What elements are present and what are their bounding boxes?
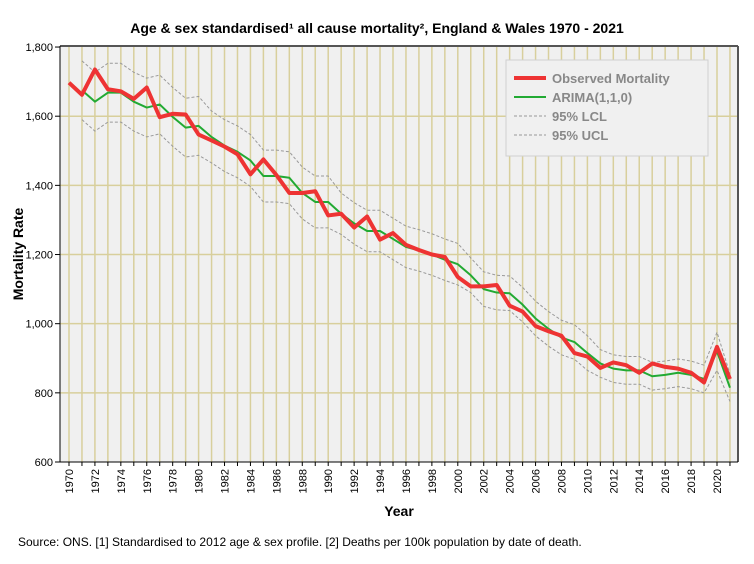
y-tick-label: 1,600	[25, 111, 53, 123]
x-axis-label: Year	[384, 503, 414, 519]
x-tick-label: 2002	[479, 469, 491, 493]
y-tick-label: 1,200	[25, 250, 53, 262]
x-tick-label: 1988	[297, 469, 309, 493]
x-tick-label: 2008	[556, 469, 568, 493]
x-tick-label: 1978	[168, 469, 180, 493]
source-note: Source: ONS. [1] Standardised to 2012 ag…	[18, 535, 582, 549]
x-tick-label: 2014	[634, 469, 646, 493]
y-tick-label: 1,000	[25, 319, 53, 331]
y-tick-label: 600	[35, 457, 53, 469]
x-tick-label: 1976	[142, 469, 154, 493]
x-tick-label: 1994	[375, 469, 387, 493]
y-tick-label: 800	[35, 388, 53, 400]
x-tick-label: 1984	[245, 469, 257, 493]
series-line-95-lcl	[81, 119, 731, 402]
y-axis-label: Mortality Rate	[10, 208, 26, 301]
y-tick-label: 1,800	[25, 42, 53, 54]
x-tick-label: 1982	[220, 469, 232, 493]
x-tick-label: 1996	[401, 469, 413, 493]
x-tick-label: 2010	[582, 469, 594, 493]
x-tick-label: 2016	[660, 469, 672, 493]
x-tick-label: 1992	[349, 469, 361, 493]
x-tick-label: 2012	[608, 469, 620, 493]
legend-label: 95% UCL	[552, 128, 608, 143]
chart-title: Age & sex standardised¹ all cause mortal…	[130, 20, 624, 36]
x-tick-label: 1972	[90, 469, 102, 493]
x-tick-label: 1980	[194, 469, 206, 493]
legend: Observed Mortality ARIMA(1,1,0) 95% LCL 95%…	[505, 59, 709, 157]
x-tick-label: 2000	[453, 469, 465, 493]
x-tick-label: 1998	[427, 469, 439, 493]
x-tick-label: 1974	[116, 469, 128, 493]
legend-label: 95% LCL	[552, 109, 607, 124]
x-tick-label: 2004	[505, 469, 517, 493]
legend-label: Observed Mortality	[552, 71, 671, 86]
y-tick-label: 1,400	[25, 180, 53, 192]
x-tick-label: 1970	[64, 469, 76, 493]
x-tick-label: 1986	[271, 469, 283, 493]
x-tick-label: 2020	[712, 469, 724, 493]
x-tick-label: 2018	[686, 469, 698, 493]
x-tick-label: 1990	[323, 469, 335, 493]
legend-label: ARIMA(1,1,0)	[552, 90, 632, 105]
series-line-observed-mortality	[67, 67, 732, 385]
x-tick-label: 2006	[531, 469, 543, 493]
